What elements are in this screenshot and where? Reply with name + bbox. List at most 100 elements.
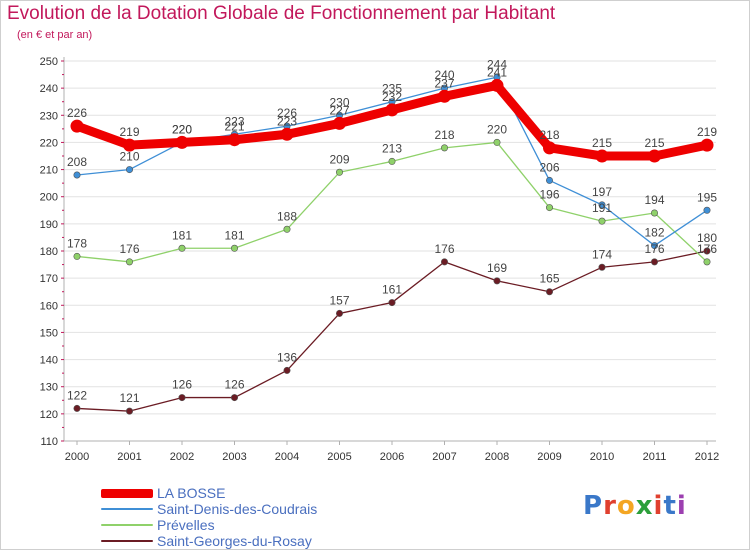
data-point [595, 149, 609, 163]
data-point [545, 288, 553, 296]
data-point [280, 127, 294, 141]
legend-item: LA BOSSE [101, 485, 317, 501]
x-tick-label: 2000 [65, 451, 89, 463]
data-label: 232 [382, 90, 402, 104]
data-label: 165 [539, 272, 559, 286]
y-tick-label: 150 [40, 327, 58, 339]
data-point [231, 394, 239, 402]
data-point [283, 366, 291, 374]
x-tick-label: 2011 [643, 451, 667, 463]
data-label: 209 [329, 152, 349, 166]
data-point [126, 258, 134, 266]
data-label: 215 [644, 136, 664, 150]
data-label: 157 [329, 293, 349, 307]
data-point [123, 138, 136, 152]
data-point [70, 119, 84, 133]
data-label: 219 [697, 125, 717, 139]
data-label: 223 [224, 114, 244, 128]
x-tick-label: 2004 [275, 451, 299, 463]
data-label: 220 [172, 122, 192, 136]
data-point [333, 116, 346, 130]
data-label: 240 [434, 68, 454, 82]
x-tick-label: 2007 [432, 451, 456, 463]
data-label: 176 [434, 242, 454, 256]
data-label: 221 [224, 120, 244, 134]
data-point [440, 258, 448, 266]
data-point [283, 225, 291, 233]
x-tick-label: 2009 [537, 451, 561, 463]
data-label: 196 [539, 188, 559, 202]
data-point [545, 176, 553, 184]
data-point [545, 204, 553, 212]
data-label: 208 [67, 155, 87, 169]
legend-item: Saint-Denis-des-Coudrais [101, 501, 317, 517]
y-tick-label: 200 [40, 192, 58, 204]
legend-swatch [101, 488, 153, 498]
data-label: 227 [329, 103, 349, 117]
y-tick-label: 110 [40, 436, 58, 448]
data-label: 213 [382, 141, 402, 155]
data-point [650, 209, 658, 217]
data-point [231, 244, 239, 252]
data-point [598, 217, 606, 225]
chart-subtitle: (en € et par an) [17, 29, 93, 41]
x-tick-label: 2005 [327, 451, 351, 463]
data-point [388, 299, 396, 307]
data-label: 197 [592, 185, 612, 199]
y-tick-label: 140 [40, 355, 58, 367]
data-label: 219 [119, 125, 139, 139]
data-label: 180 [697, 231, 717, 245]
y-tick-label: 220 [40, 137, 58, 149]
data-point [175, 135, 189, 149]
legend-label: Saint-Denis-des-Coudrais [157, 501, 318, 517]
x-tick-label: 2008 [485, 451, 509, 463]
data-label: 220 [487, 122, 507, 136]
logo-letter: t [663, 491, 677, 521]
logo-letter: i [653, 491, 664, 521]
data-point [73, 252, 81, 260]
data-label: 174 [592, 247, 612, 261]
data-point [650, 258, 658, 266]
data-label: 181 [172, 228, 192, 242]
data-label: 206 [539, 160, 559, 174]
y-tick-label: 170 [40, 273, 58, 285]
data-label: 122 [67, 388, 87, 402]
data-label: 244 [487, 57, 507, 71]
logo-letter: P [583, 491, 604, 521]
y-tick-label: 240 [40, 83, 58, 95]
x-tick-label: 2006 [380, 451, 404, 463]
data-label: 191 [592, 201, 612, 215]
data-point [178, 244, 186, 252]
legend-label: LA BOSSE [157, 485, 226, 501]
data-point [598, 201, 606, 209]
data-label: 169 [487, 261, 507, 275]
data-label: 210 [119, 150, 139, 164]
data-point [493, 277, 501, 285]
data-point [490, 78, 504, 92]
y-tick-label: 160 [40, 300, 58, 312]
x-tick-label: 2001 [117, 451, 141, 463]
legend-swatch [101, 508, 153, 510]
y-tick-label: 190 [40, 219, 58, 231]
data-label: 226 [67, 106, 87, 120]
x-tick-label: 2010 [590, 451, 614, 463]
data-point [703, 247, 711, 255]
data-label: 235 [382, 82, 402, 96]
data-label: 220 [172, 122, 192, 136]
data-label: 226 [277, 106, 297, 120]
logo-letter: r [603, 491, 617, 521]
legend-label: Prévelles [157, 517, 215, 533]
data-label: 218 [434, 128, 454, 142]
data-label: 182 [644, 226, 664, 240]
legend-item: Saint-Georges-du-Rosay [101, 533, 317, 549]
data-label: 176 [119, 242, 139, 256]
data-point [703, 258, 711, 266]
legend-swatch [101, 524, 153, 526]
x-tick-label: 2002 [170, 451, 194, 463]
data-point [493, 138, 501, 146]
data-point [650, 242, 658, 250]
data-label: 136 [277, 350, 297, 364]
data-point [178, 394, 186, 402]
